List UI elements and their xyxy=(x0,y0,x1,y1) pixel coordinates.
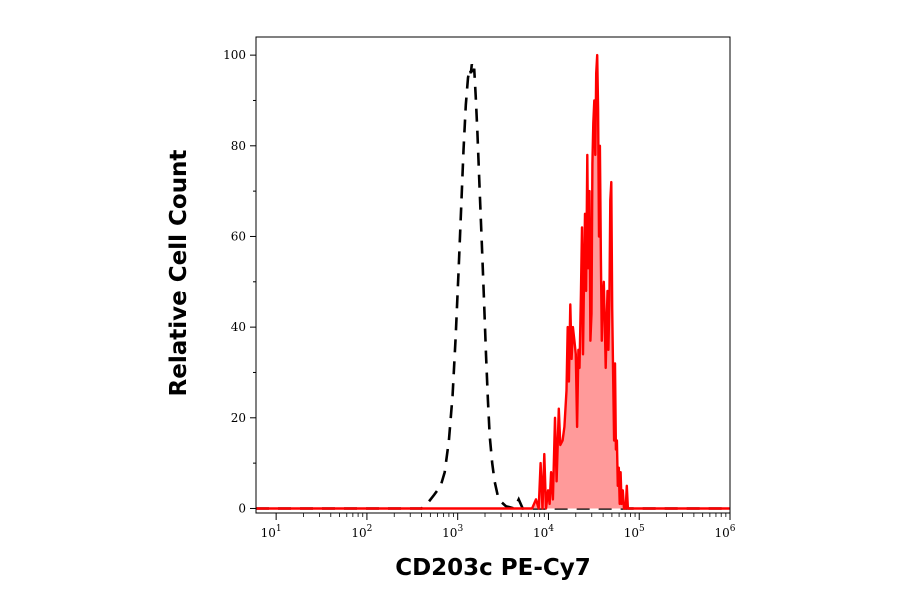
y-tick-label: 20 xyxy=(231,411,246,425)
series-layer xyxy=(256,53,730,511)
x-tick-label: 106 xyxy=(714,524,735,540)
y-tick-label: 40 xyxy=(231,320,246,334)
y-tick-label: 80 xyxy=(231,139,246,153)
control-histogram-line xyxy=(256,64,730,511)
x-tick-label: 104 xyxy=(533,524,554,540)
x-tick-label: 105 xyxy=(624,524,645,540)
x-tick-label: 101 xyxy=(261,524,282,540)
stained-histogram-line xyxy=(256,53,730,510)
x-tick-label: 102 xyxy=(351,524,372,540)
y-tick-label: 100 xyxy=(223,48,246,62)
x-axis-title: CD203c PE-Cy7 xyxy=(395,555,591,581)
y-tick-label: 60 xyxy=(231,229,246,243)
x-axis: 101 102 103 104 105 106 xyxy=(261,513,736,540)
y-axis-title: Relative Cell Count xyxy=(166,150,192,397)
y-tick-label: 0 xyxy=(238,501,246,515)
y-axis: 0 20 40 60 80 100 xyxy=(223,48,256,515)
plot-frame xyxy=(255,36,731,514)
stained-histogram-fill xyxy=(256,55,730,509)
x-tick-label: 103 xyxy=(442,524,463,540)
